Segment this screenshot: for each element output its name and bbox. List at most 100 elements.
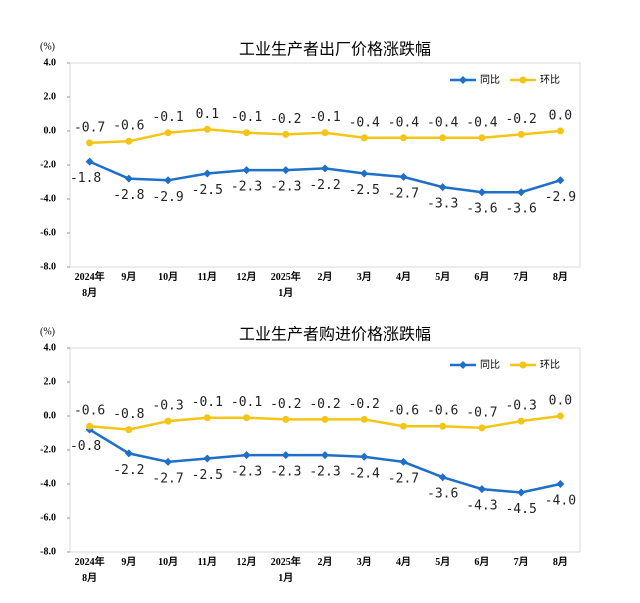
y-axis-label: (%) bbox=[40, 326, 55, 337]
y-tick-label: -4.0 bbox=[40, 193, 56, 204]
x-tick-label: 7月 bbox=[514, 556, 529, 568]
data-label: -0.8 bbox=[70, 439, 101, 454]
point bbox=[439, 422, 447, 430]
x-tick-label: 2月 bbox=[318, 556, 333, 568]
point bbox=[242, 166, 251, 175]
data-label: -2.9 bbox=[152, 190, 183, 205]
y-tick-label: -2.0 bbox=[40, 159, 56, 170]
data-label: -2.7 bbox=[388, 471, 419, 486]
data-label: -2.8 bbox=[113, 188, 144, 203]
data-label: -2.5 bbox=[349, 183, 380, 198]
point bbox=[282, 130, 290, 138]
y-tick-label: 2.0 bbox=[44, 376, 57, 387]
data-label: -0.2 bbox=[349, 397, 380, 412]
legend-marker bbox=[519, 76, 527, 84]
y-tick-label: 0.0 bbox=[44, 125, 57, 136]
point bbox=[556, 480, 565, 488]
x-tick-label-line: 8月 bbox=[82, 572, 97, 584]
legend-label: 环比 bbox=[540, 359, 560, 371]
point bbox=[203, 169, 212, 178]
point bbox=[517, 488, 526, 497]
data-label: -2.5 bbox=[192, 183, 223, 198]
point bbox=[399, 134, 407, 142]
x-tick-label: 4月 bbox=[396, 556, 411, 568]
y-tick-label: 4.0 bbox=[44, 57, 57, 68]
point bbox=[85, 157, 94, 166]
x-tick-label-line: 8月 bbox=[553, 271, 568, 283]
point bbox=[556, 127, 564, 135]
data-label: 0.1 bbox=[196, 107, 219, 122]
x-tick-label-line: 1月 bbox=[278, 572, 293, 584]
y-tick-label: 2.0 bbox=[44, 91, 57, 102]
point bbox=[124, 174, 133, 183]
point bbox=[360, 452, 369, 461]
x-tick-label-line: 8月 bbox=[82, 287, 97, 299]
point bbox=[164, 457, 173, 466]
x-tick-label: 8月 bbox=[553, 271, 568, 283]
legend-label: 同比 bbox=[480, 74, 500, 86]
x-tick-label-line: 7月 bbox=[514, 271, 529, 283]
chart: 工业生产者购进价格涨跌幅 (%) -8.0 -6.0 -4.0 -2.0 0.0 2.0 4.0… bbox=[40, 325, 581, 584]
point bbox=[164, 176, 173, 185]
point bbox=[399, 457, 408, 466]
data-label: -0.3 bbox=[152, 399, 183, 414]
x-tick-label: 5月 bbox=[435, 556, 450, 568]
data-label: -2.2 bbox=[309, 178, 340, 193]
x-tick-label-line: 8月 bbox=[553, 556, 568, 568]
y-tick-label: -2.0 bbox=[40, 444, 56, 455]
point bbox=[125, 137, 133, 145]
x-tick-label: 12月 bbox=[237, 556, 257, 568]
y-tick-label: -6.0 bbox=[40, 227, 56, 238]
x-tick-label: 11月 bbox=[198, 271, 217, 283]
x-tick-label-line: 3月 bbox=[357, 556, 372, 568]
point bbox=[399, 422, 407, 430]
x-tick-label-line: 2024年 bbox=[75, 555, 105, 568]
data-label: -0.6 bbox=[113, 119, 144, 134]
point bbox=[243, 414, 251, 422]
point bbox=[125, 426, 133, 434]
x-tick-label: 4月 bbox=[396, 271, 411, 283]
data-label: -4.5 bbox=[505, 502, 536, 517]
data-label: -0.4 bbox=[349, 115, 380, 130]
x-tick-label-line: 6月 bbox=[474, 556, 489, 568]
x-tick-label-line: 2025年 bbox=[271, 555, 301, 568]
x-tick-label: 2024年 8月 bbox=[75, 270, 105, 299]
point bbox=[360, 415, 368, 423]
point bbox=[478, 134, 486, 142]
point bbox=[281, 166, 290, 175]
x-tick-label: 5月 bbox=[435, 271, 450, 283]
data-label: -0.4 bbox=[388, 115, 419, 130]
x-tick-label: 10月 bbox=[158, 271, 178, 283]
legend-marker bbox=[519, 361, 527, 369]
data-label: -2.5 bbox=[192, 468, 223, 483]
x-tick-label-line: 12月 bbox=[237, 271, 257, 283]
y-tick-label: -4.0 bbox=[40, 478, 56, 489]
chart-title: 工业生产者购进价格涨跌幅 bbox=[239, 325, 431, 344]
point bbox=[399, 172, 408, 181]
data-label: -0.2 bbox=[505, 112, 536, 127]
data-label: -0.4 bbox=[427, 115, 458, 130]
x-tick-label: 6月 bbox=[474, 556, 489, 568]
data-label: -0.2 bbox=[309, 397, 340, 412]
x-tick-label: 9月 bbox=[121, 556, 136, 568]
x-tick-label: 11月 bbox=[198, 556, 217, 568]
x-tick-label-line: 4月 bbox=[396, 556, 411, 568]
point bbox=[556, 412, 564, 420]
plot-frame bbox=[69, 347, 581, 553]
x-tick-label-line: 5月 bbox=[435, 556, 450, 568]
data-label: -1.8 bbox=[70, 171, 101, 186]
data-label: -0.6 bbox=[427, 404, 458, 419]
point bbox=[203, 125, 211, 133]
point bbox=[203, 454, 212, 463]
data-label: -2.3 bbox=[231, 465, 262, 480]
x-tick-label: 6月 bbox=[474, 271, 489, 283]
x-tick-label-line: 2025年 bbox=[271, 270, 301, 283]
data-label: -2.4 bbox=[349, 466, 380, 481]
point bbox=[164, 417, 172, 425]
y-tick-label: -8.0 bbox=[40, 261, 56, 272]
x-tick-label: 3月 bbox=[357, 556, 372, 568]
point bbox=[281, 451, 290, 460]
y-tick-label: 0.0 bbox=[44, 410, 57, 421]
x-tick-label-line: 4月 bbox=[396, 271, 411, 283]
